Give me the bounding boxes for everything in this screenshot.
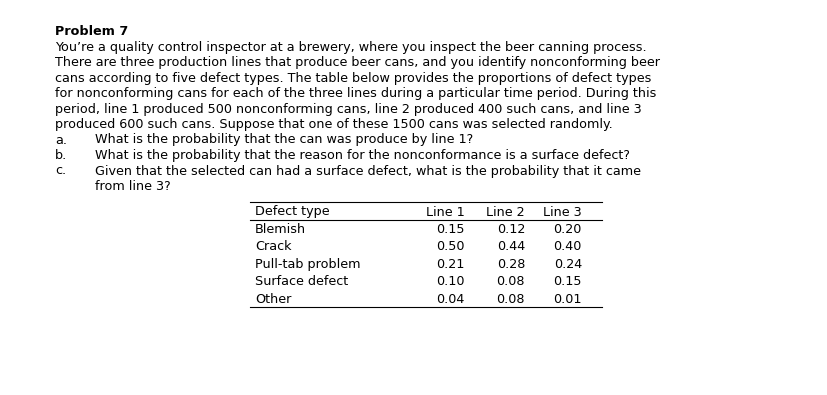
Text: Problem 7: Problem 7: [55, 25, 128, 38]
Text: cans according to five defect types. The table below provides the proportions of: cans according to five defect types. The…: [55, 71, 651, 85]
Text: Blemish: Blemish: [255, 223, 306, 236]
Text: There are three production lines that produce beer cans, and you identify noncon: There are three production lines that pr…: [55, 56, 659, 69]
Text: 0.08: 0.08: [496, 293, 524, 306]
Text: 0.44: 0.44: [496, 241, 524, 254]
Text: 0.20: 0.20: [553, 223, 581, 236]
Text: 0.08: 0.08: [496, 275, 524, 288]
Text: 0.28: 0.28: [496, 258, 524, 271]
Text: for nonconforming cans for each of the three lines during a particular time peri: for nonconforming cans for each of the t…: [55, 87, 656, 100]
Text: Line 2: Line 2: [485, 205, 524, 218]
Text: Defect type: Defect type: [255, 205, 329, 218]
Text: 0.10: 0.10: [436, 275, 465, 288]
Text: period, line 1 produced 500 nonconforming cans, line 2 produced 400 such cans, a: period, line 1 produced 500 nonconformin…: [55, 102, 641, 115]
Text: Pull-tab problem: Pull-tab problem: [255, 258, 360, 271]
Text: a.: a.: [55, 134, 67, 147]
Text: from line 3?: from line 3?: [95, 180, 170, 193]
Text: Given that the selected can had a surface defect, what is the probability that i: Given that the selected can had a surfac…: [95, 164, 640, 177]
Text: What is the probability that the reason for the nonconformance is a surface defe: What is the probability that the reason …: [95, 149, 629, 162]
Text: 0.50: 0.50: [436, 241, 465, 254]
Text: Line 3: Line 3: [543, 205, 581, 218]
Text: b.: b.: [55, 149, 67, 162]
Text: 0.15: 0.15: [436, 223, 465, 236]
Text: 0.21: 0.21: [436, 258, 465, 271]
Text: What is the probability that the can was produce by line 1?: What is the probability that the can was…: [95, 134, 473, 147]
Text: 0.15: 0.15: [552, 275, 581, 288]
Text: 0.12: 0.12: [496, 223, 524, 236]
Text: 0.01: 0.01: [552, 293, 581, 306]
Text: Surface defect: Surface defect: [255, 275, 348, 288]
Text: 0.24: 0.24: [553, 258, 581, 271]
Text: You’re a quality control inspector at a brewery, where you inspect the beer cann: You’re a quality control inspector at a …: [55, 41, 646, 53]
Text: 0.40: 0.40: [553, 241, 581, 254]
Text: Crack: Crack: [255, 241, 291, 254]
Text: 0.04: 0.04: [436, 293, 465, 306]
Text: c.: c.: [55, 164, 66, 177]
Text: produced 600 such cans. Suppose that one of these 1500 cans was selected randoml: produced 600 such cans. Suppose that one…: [55, 118, 612, 131]
Text: Other: Other: [255, 293, 291, 306]
Text: Line 1: Line 1: [426, 205, 465, 218]
